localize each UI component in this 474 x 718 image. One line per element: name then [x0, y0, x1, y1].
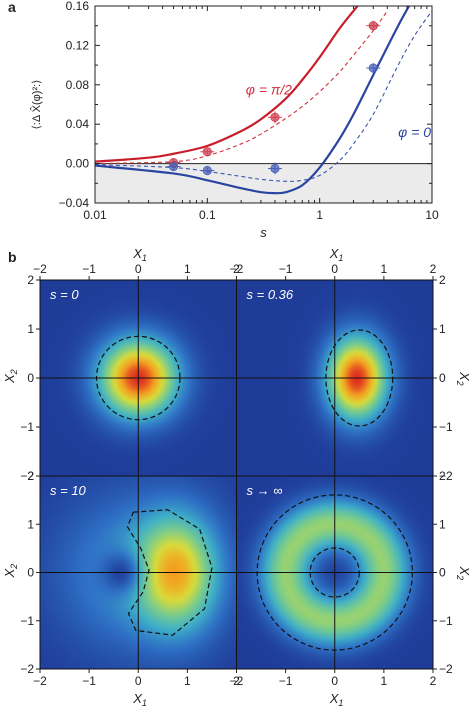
series-line-1 — [95, 10, 388, 165]
series-line-0 — [95, 6, 359, 163]
subscript: 2 — [455, 380, 465, 386]
right-tick-label: −1 — [439, 614, 453, 628]
right-tick-label: −1 — [439, 420, 453, 434]
dashed-contour-outer-3 — [256, 494, 413, 651]
panel-a-label: a — [8, 0, 16, 15]
subscript: 1 — [142, 698, 147, 708]
panel-b-label: b — [8, 249, 17, 265]
top-tick-label: 2 — [430, 262, 437, 276]
x-axis-label: s — [260, 225, 267, 240]
series-line-2 — [95, 6, 411, 195]
left-tick-label: −1 — [20, 614, 34, 628]
dashed-contour-inner-3 — [309, 547, 360, 598]
positive-region — [95, 6, 432, 164]
x-tick-label-0: 0.01 — [83, 208, 107, 222]
right-tick-label: 2 — [439, 469, 446, 483]
subscript: 1 — [338, 698, 343, 708]
right-axis-title: X2 — [455, 371, 472, 386]
subscript: 2 — [9, 564, 19, 570]
top-axis-title: X1 — [329, 246, 344, 263]
left-tick-label: 1 — [27, 322, 34, 336]
data-point-1 — [202, 147, 212, 157]
bottom-axis-title: X1 — [132, 691, 147, 708]
y-axis-label: ⟨:Δ X̂(φ)²:⟩ — [29, 80, 43, 130]
y-tick-label-3: 0.08 — [66, 78, 90, 92]
y-tick-label-4: 0.12 — [66, 38, 90, 52]
left-tick-label: 0 — [27, 566, 34, 580]
data-point-7 — [368, 63, 378, 73]
right-tick-label: 0 — [439, 566, 446, 580]
right-tick-label: −2 — [439, 662, 453, 676]
data-point-3 — [368, 21, 378, 31]
right-tick-label: −2 — [439, 469, 453, 483]
left-tick-label: −2 — [20, 469, 34, 483]
bottom-axis-title: X1 — [329, 691, 344, 708]
subscript: 1 — [338, 253, 343, 263]
dashed-contour-2 — [126, 509, 213, 636]
data-point-2 — [270, 112, 280, 122]
map-label-2: s = 10 — [50, 483, 87, 498]
series-annotation-1: φ = 0 — [398, 124, 431, 140]
map-label-0: s = 0 — [50, 287, 79, 302]
bottom-tick-label: −1 — [279, 674, 293, 688]
top-tick-label: 2 — [233, 262, 240, 276]
left-tick-label: 2 — [27, 469, 34, 483]
left-tick-label: −1 — [20, 420, 34, 434]
x-tick-label-1: 0.1 — [199, 208, 216, 222]
top-tick-label: 0 — [135, 262, 142, 276]
top-tick-label: 0 — [331, 262, 338, 276]
left-tick-label: 0 — [27, 371, 34, 385]
top-tick-label: −2 — [230, 262, 244, 276]
left-tick-label: 2 — [27, 273, 34, 287]
bottom-tick-label: −2 — [230, 674, 244, 688]
right-tick-label: 1 — [439, 517, 446, 531]
left-tick-label: −2 — [20, 662, 34, 676]
x-tick-label-3: 10 — [425, 208, 439, 222]
top-tick-label: −1 — [279, 262, 293, 276]
left-axis-title: X2 — [2, 369, 19, 384]
dashed-contour-1 — [325, 329, 394, 427]
left-axis-title: X2 — [2, 564, 19, 579]
subscript: 2 — [455, 574, 465, 580]
top-tick-label: 1 — [381, 262, 388, 276]
bottom-tick-label: 0 — [331, 674, 338, 688]
data-point-6 — [270, 163, 280, 174]
right-axis-title: X2 — [455, 566, 472, 581]
data-point-4 — [168, 161, 179, 172]
panel-a: 0.01 0.1 1 10 −0.04 0.00 0.04 0.08 0.12 0.16 a s ⟨:Δ… — [8, 0, 439, 240]
bottom-tick-label: 1 — [184, 674, 191, 688]
data-point-5 — [202, 165, 212, 176]
map-label-3: s → ∞ — [247, 483, 283, 498]
dashed-contour-0 — [95, 335, 181, 421]
subscript: 2 — [9, 369, 19, 375]
right-tick-label: 2 — [439, 273, 446, 287]
x-tick-label-2: 1 — [316, 208, 323, 222]
map-label-1: s = 0.36 — [247, 287, 294, 302]
bottom-tick-label: 2 — [233, 674, 240, 688]
y-tick-label-0: −0.04 — [59, 196, 90, 210]
left-tick-label: 1 — [27, 517, 34, 531]
y-tick-label-1: 0.00 — [66, 157, 90, 171]
top-axis-title: X1 — [132, 246, 147, 263]
top-tick-label: 1 — [184, 262, 191, 276]
bottom-tick-label: 0 — [135, 674, 142, 688]
bottom-tick-label: 1 — [381, 674, 388, 688]
series-annotation-0: φ = π/2 — [246, 82, 292, 98]
bottom-tick-label: 2 — [430, 674, 437, 688]
y-tick-label-2: 0.04 — [66, 117, 90, 131]
bottom-tick-label: −2 — [33, 674, 47, 688]
top-tick-label: −2 — [33, 262, 47, 276]
right-tick-label: 1 — [439, 322, 446, 336]
bottom-tick-label: −1 — [82, 674, 96, 688]
y-tick-label-5: 0.16 — [66, 0, 90, 13]
top-tick-label: −1 — [82, 262, 96, 276]
right-tick-label: 0 — [439, 371, 446, 385]
subscript: 1 — [142, 253, 147, 263]
